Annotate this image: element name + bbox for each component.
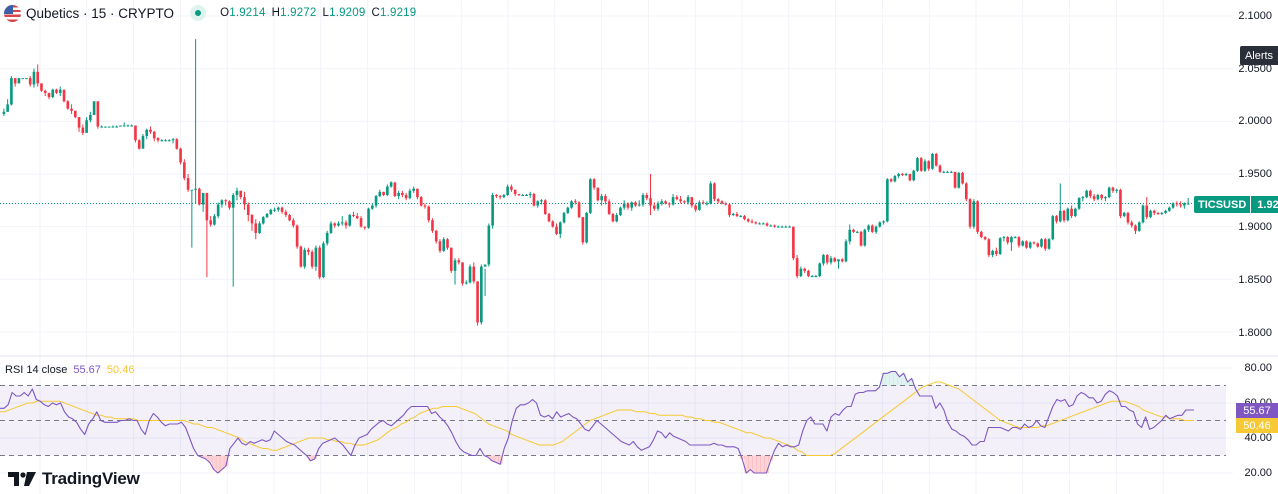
symbol-tag: TICSUSD [1194, 196, 1251, 213]
price-axis-label: 2.0000 [1238, 115, 1272, 127]
rsi-indicator-name: RSI 14 close [5, 364, 68, 376]
price-axis-label: 2.0500 [1238, 63, 1272, 75]
tradingview-logo-icon [8, 472, 36, 486]
rsi-axis-label: 80.00 [1244, 362, 1272, 374]
rsi-ma-value-tag: 50.46 [1236, 418, 1278, 433]
last-price-tag: TICSUSD 1.9219 [1194, 196, 1278, 213]
ohlc-open: O1.9214 [220, 7, 266, 19]
rsi-ma-value: 50.46 [106, 364, 135, 376]
rsi-value-tag: 55.67 [1236, 403, 1278, 418]
rsi-axis-label: 40.00 [1244, 432, 1272, 444]
candlestick-series [2, 39, 1190, 326]
symbol-legend: Qubetics · 15 · CRYPTO O1.9214 H1.9272 L… [4, 4, 422, 22]
price-axis-label: 1.9000 [1238, 221, 1272, 233]
symbol-title[interactable]: Qubetics · 15 · CRYPTO [26, 5, 175, 21]
grid-lines [0, 0, 1233, 494]
rsi-series [0, 370, 1194, 474]
price-axis-label: 1.8500 [1238, 274, 1272, 286]
price-axis-label: 1.8000 [1238, 327, 1272, 339]
ohlc-high: H1.9272 [271, 7, 317, 19]
alerts-button[interactable]: Alerts [1240, 46, 1278, 65]
us-flag-icon [4, 4, 21, 22]
last-price-value: 1.9219 [1250, 196, 1278, 213]
rsi-legend[interactable]: RSI 14 close 55.67 50.46 [5, 364, 134, 376]
ohlc-close: C1.9219 [371, 7, 417, 19]
ohlc-low: L1.9209 [322, 7, 366, 19]
tradingview-logo[interactable]: TradingView [8, 469, 140, 489]
market-status-dot-icon[interactable] [190, 5, 207, 21]
price-axis-label: 1.9500 [1238, 168, 1272, 180]
rsi-axis-label: 20.00 [1244, 467, 1272, 479]
price-axis-label: 2.1000 [1238, 10, 1272, 22]
tradingview-wordmark: TradingView [42, 469, 140, 488]
rsi-value: 55.67 [73, 364, 101, 376]
rsi-band-background [0, 385, 1226, 456]
